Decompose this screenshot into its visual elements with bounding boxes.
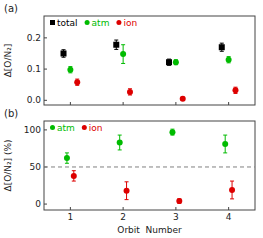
point xyxy=(176,198,182,204)
legend-label: atm xyxy=(57,123,75,133)
point xyxy=(120,51,126,57)
error-bar xyxy=(118,135,122,150)
x-tick xyxy=(175,207,176,210)
panel-label: (b) xyxy=(4,108,18,119)
error-bar xyxy=(125,182,129,200)
point xyxy=(71,173,77,179)
point xyxy=(173,59,179,65)
point xyxy=(74,79,80,85)
error-bar xyxy=(121,45,125,64)
chart: 0.0 0.1 0.2 total atm ion (a) Δ[O/N₂] 0 50 100 1 2 3 4… xyxy=(0,0,263,238)
error-bar xyxy=(72,171,76,181)
x-tick xyxy=(123,102,124,105)
x-tick xyxy=(228,102,229,105)
x-tick-label: 4 xyxy=(226,212,232,222)
y-tick-label: 0.2 xyxy=(27,33,41,43)
plot-frame xyxy=(44,16,255,105)
plot-area xyxy=(44,129,255,204)
error-bar xyxy=(174,60,178,65)
point xyxy=(169,129,175,135)
error-bar xyxy=(227,57,231,63)
y-tick-label: 100 xyxy=(24,125,41,135)
legend-label: total xyxy=(57,18,78,28)
y-tick xyxy=(44,100,47,101)
legend-marker xyxy=(82,125,87,130)
legend-marker xyxy=(85,20,90,25)
point xyxy=(219,44,225,50)
x-tick xyxy=(228,207,229,210)
plot-area xyxy=(61,40,239,102)
point xyxy=(64,155,70,161)
panel-label: (a) xyxy=(4,3,18,14)
x-tick-label: 3 xyxy=(173,212,179,222)
x-tick-label: 1 xyxy=(68,212,74,222)
legend-label: ion xyxy=(123,18,137,28)
panel: 0.0 0.1 0.2 total atm ion (a) Δ[O/N₂] xyxy=(3,3,255,105)
y-tick-label: 0.0 xyxy=(27,95,42,105)
plot-frame xyxy=(44,121,255,210)
point xyxy=(113,42,119,48)
point xyxy=(222,141,228,147)
error-bar xyxy=(128,89,132,95)
point xyxy=(61,50,67,56)
error-bar xyxy=(233,87,237,93)
y-tick xyxy=(44,69,47,70)
point xyxy=(229,187,235,193)
legend-marker xyxy=(116,20,121,25)
x-axis-label: Orbit Number xyxy=(117,225,182,235)
point xyxy=(124,188,130,194)
error-bar xyxy=(223,135,227,153)
point xyxy=(117,140,123,146)
y-axis-label: Δ[O/N₂] (%) xyxy=(3,139,13,191)
x-tick xyxy=(123,207,124,210)
error-bar xyxy=(230,181,234,199)
panel: 0 50 100 1 2 3 4 atm ion (b) Δ[O/N₂] (%) Orbit Numb… xyxy=(3,108,255,235)
reference-line xyxy=(44,166,255,167)
error-bar xyxy=(167,59,171,65)
x-tick-label: 2 xyxy=(120,212,126,222)
y-axis-label: Δ[O/N₂] xyxy=(3,44,13,78)
legend-marker xyxy=(50,20,55,25)
y-tick xyxy=(44,204,47,205)
error-bar xyxy=(220,43,224,51)
x-tick xyxy=(70,102,71,105)
point xyxy=(180,96,186,102)
point xyxy=(166,59,172,65)
error-bar xyxy=(75,79,79,85)
y-tick-label: 50 xyxy=(30,162,42,172)
point xyxy=(67,67,73,73)
legend-label: atm xyxy=(92,18,110,28)
error-bar xyxy=(170,129,174,135)
x-tick xyxy=(175,102,176,105)
legend: total atm ion xyxy=(50,18,137,28)
y-tick xyxy=(44,37,47,38)
point xyxy=(226,57,232,63)
legend: atm ion xyxy=(50,123,103,133)
error-bar xyxy=(114,40,118,49)
error-bar xyxy=(177,199,181,203)
x-tick xyxy=(70,207,71,210)
point xyxy=(127,89,133,95)
legend-label: ion xyxy=(89,123,103,133)
legend-marker xyxy=(50,125,55,130)
point xyxy=(232,87,238,93)
error-bar xyxy=(62,50,66,57)
error-bar xyxy=(65,153,69,163)
error-bar xyxy=(68,67,72,73)
y-tick xyxy=(44,129,47,130)
y-tick-label: 0 xyxy=(35,199,41,209)
y-tick-label: 0.1 xyxy=(27,64,41,74)
